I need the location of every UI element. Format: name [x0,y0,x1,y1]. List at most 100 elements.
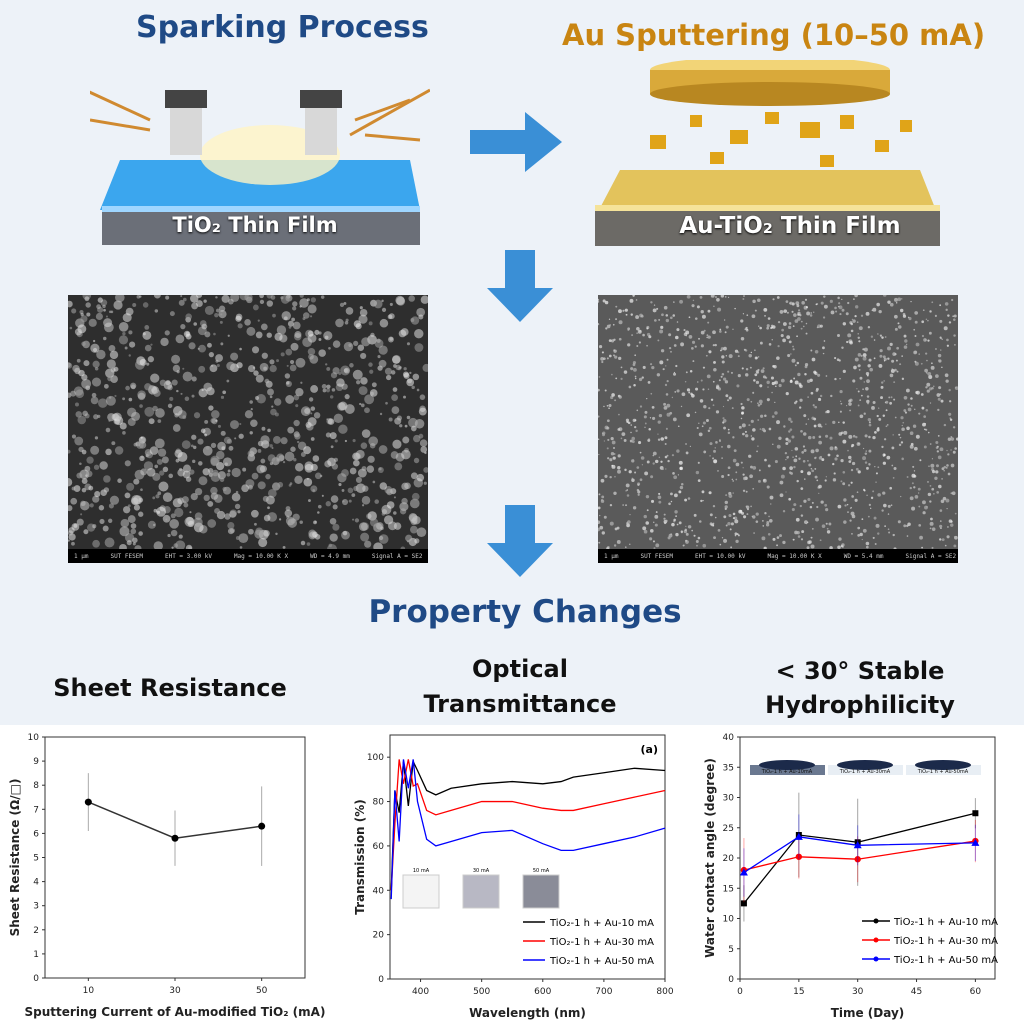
sem-particle [904,411,908,414]
sem-particle [299,298,309,308]
sem-particle [696,305,700,309]
sem-particle [419,439,428,447]
sem-particle [752,299,756,304]
sem-particle [146,362,150,366]
sem-particle [608,318,611,320]
sem-particle [789,428,793,431]
sem-particle [358,386,368,396]
sem-particle [606,545,610,549]
sem-particle [226,361,235,371]
sem-particle [105,315,109,318]
sem-particle [424,451,427,455]
sem-particle [176,389,179,393]
sem-particle [843,430,848,435]
legend-label: TiO₂-1 h + Au-30 mA [893,936,998,947]
sem-particle [935,348,937,350]
sem-particle [823,295,826,298]
sem-particle [819,539,822,542]
sem-particle [954,343,956,346]
sem-particle [935,470,939,474]
sem-particle [216,363,220,368]
y-tick-label: 7 [33,805,39,815]
sem-particle [129,341,136,348]
sem-particle [80,315,88,323]
sem-particle [671,396,674,399]
sem-particle [862,528,867,533]
sem-particle [871,309,874,312]
sem-particle [906,426,910,431]
sem-particle [612,456,616,460]
sem-particle [850,511,855,516]
sem-particle [307,304,317,314]
sputtering-title: Au Sputtering (10–50 mA) [562,18,986,52]
sem-particle [180,324,186,330]
sem-particle [752,515,756,519]
sem-particle [788,417,792,421]
sem-particle [712,404,715,407]
sem-particle [193,322,198,326]
sem-particle [914,320,918,324]
sem-particle [944,302,949,306]
sem-particle [790,472,793,475]
sem-particle [691,340,696,344]
droplet-shape [759,760,815,770]
sem-particle [807,521,809,524]
sem-particle [416,473,425,482]
sem-particle [956,437,958,441]
sem-particle [725,494,728,497]
sem-particle [700,344,704,348]
sem-particle [183,502,189,508]
sem-particle [632,459,634,461]
sem-particle [766,324,770,328]
sem-particle [653,521,655,524]
sem-particle [676,328,680,332]
sem-particle [318,331,322,335]
sem-particle [688,316,691,319]
sem-particle [935,441,939,445]
sem-particle [924,505,928,510]
sem-particle [226,379,230,383]
sem-particle [325,388,331,393]
sem-particle [751,314,756,319]
sem-particle [416,307,426,317]
sem-particle [655,543,660,548]
sem-particle [694,345,697,348]
sem-particle [900,308,904,313]
sem-particle [406,342,411,346]
sem-particle [746,513,749,515]
sem-particle [676,389,680,393]
sem-particle [806,379,811,383]
sem-particle [352,369,363,380]
data-point [258,822,266,830]
sem-particle [716,297,720,302]
sem-particle [753,379,756,382]
sem-particle [197,438,204,445]
sem-particle [733,449,737,453]
sem-particle [391,406,400,414]
sem-particle [825,508,829,512]
sem-particle [882,414,886,418]
sem-particle [750,400,753,403]
sem-particle [929,521,934,526]
sem-particle [130,528,137,535]
sem-particle [399,424,403,428]
sem-particle [611,464,616,469]
sem-particle [794,364,797,367]
sem-particle [70,497,78,505]
sem-particle [320,295,325,299]
sem-particle [413,457,420,464]
data-point [971,838,980,846]
sem-particle [329,518,337,525]
sem-particle [654,514,659,519]
sem-particle [183,330,191,338]
sem-particle [661,313,664,317]
sem-particle [247,364,256,373]
sem-particle [373,542,383,549]
sem-particle [614,355,618,359]
sem-particle [844,504,847,507]
sem-particle [849,409,851,412]
sem-particle [138,511,144,517]
sem-particle [639,478,643,482]
sem-particle [673,344,677,347]
sem-particle [416,527,427,538]
